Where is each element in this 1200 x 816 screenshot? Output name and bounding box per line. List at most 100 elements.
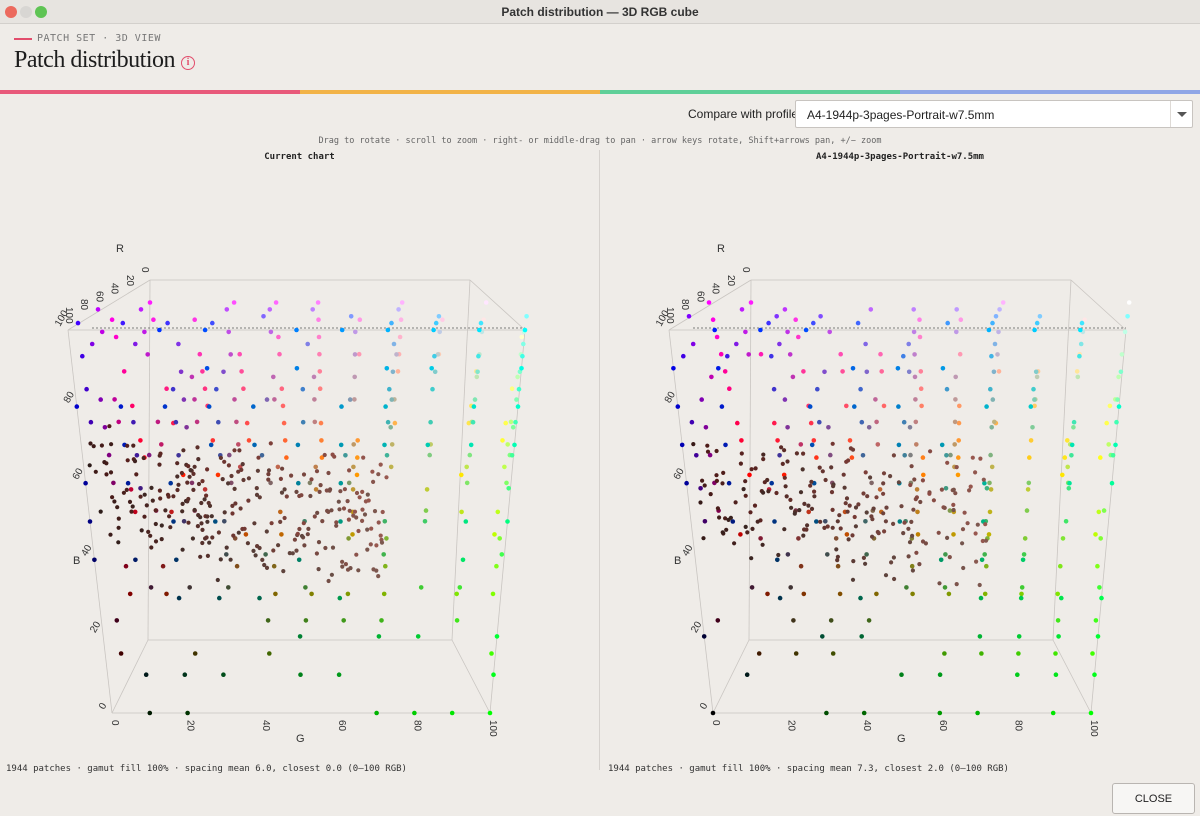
patch-point — [237, 448, 242, 453]
patch-point — [798, 490, 804, 495]
patch-point — [1104, 420, 1109, 426]
patch-point — [698, 486, 703, 491]
patch-point — [464, 480, 470, 486]
patch-point — [738, 461, 743, 466]
patch-point — [776, 552, 781, 558]
patch-point — [376, 634, 382, 639]
patch-point — [356, 568, 361, 573]
patch-point — [256, 455, 261, 460]
patch-point — [849, 455, 855, 460]
patch-point — [164, 386, 169, 391]
patch-point — [675, 404, 681, 409]
patch-point — [1101, 508, 1107, 513]
r-tick-label: 20 — [725, 275, 736, 287]
patch-point — [200, 369, 205, 374]
patch-point — [388, 464, 394, 470]
patch-point — [180, 509, 185, 514]
patch-point — [427, 452, 433, 458]
patch-point — [192, 397, 197, 402]
patch-point — [820, 634, 825, 639]
patch-point — [477, 327, 482, 333]
patch-point — [168, 525, 173, 530]
patch-point — [793, 317, 798, 322]
patch-point — [1026, 480, 1032, 486]
patch-point — [1027, 455, 1032, 460]
patch-point — [284, 494, 289, 499]
patch-point — [859, 419, 865, 425]
patch-point — [891, 453, 896, 458]
patch-point — [389, 320, 394, 326]
patch-point — [519, 334, 525, 340]
patch-point — [317, 369, 323, 374]
patch-point — [743, 524, 748, 529]
cube-edge — [712, 639, 750, 714]
patch-point — [939, 442, 945, 448]
patch-point — [384, 536, 389, 541]
patch-point — [186, 496, 191, 502]
patch-point — [254, 486, 259, 491]
patch-point — [987, 480, 992, 486]
patch-point — [1075, 374, 1081, 380]
patch-point — [184, 425, 189, 430]
accent-segment — [600, 90, 900, 94]
patch-point — [896, 480, 901, 485]
chevron-down-icon[interactable] — [1170, 101, 1192, 127]
patch-point — [459, 509, 464, 515]
patch-point — [186, 520, 191, 525]
patch-point — [879, 369, 884, 374]
patch-point — [368, 542, 373, 547]
patch-point — [850, 577, 856, 582]
compare-profile-select[interactable]: A4-1944p-3pages-Portrait-w7.5mm — [795, 100, 1193, 128]
patch-point — [771, 386, 777, 392]
patch-point — [214, 386, 219, 392]
patch-point — [388, 425, 394, 430]
patch-point — [1092, 672, 1097, 677]
patch-point — [115, 505, 120, 510]
patch-point — [1069, 442, 1075, 448]
patch-point — [176, 453, 181, 458]
cube-edge — [1052, 639, 1092, 714]
info-icon[interactable]: i — [181, 56, 195, 70]
close-window-icon[interactable] — [5, 6, 17, 18]
patch-point — [818, 519, 823, 524]
maximize-window-icon[interactable] — [35, 6, 47, 18]
b-tick-label: 0 — [698, 701, 711, 712]
patch-point — [231, 300, 237, 305]
patch-point — [938, 557, 944, 563]
minimize-window-icon[interactable] — [20, 6, 32, 18]
patch-point — [878, 351, 883, 357]
patch-point — [348, 314, 354, 319]
patch-point — [254, 492, 260, 497]
patch-point — [370, 469, 375, 474]
patch-point — [719, 404, 725, 409]
patch-point — [803, 327, 809, 333]
patch-point — [205, 553, 210, 558]
patch-point — [835, 563, 841, 569]
patch-point — [975, 522, 980, 527]
patch-point — [192, 651, 198, 656]
patch-point — [777, 595, 783, 601]
patch-point — [694, 453, 699, 458]
patch-point — [1095, 634, 1101, 639]
patch-point — [1099, 595, 1104, 601]
patch-point — [973, 470, 978, 475]
close-button[interactable]: CLOSE — [1112, 783, 1195, 814]
patch-point — [216, 530, 221, 535]
patch-point — [170, 386, 176, 392]
patch-point — [514, 397, 519, 402]
patch-point — [355, 438, 361, 443]
patch-point — [262, 562, 267, 568]
patch-point — [734, 341, 739, 347]
g-tick-label: 0 — [109, 720, 120, 726]
g-tick-label: 40 — [260, 720, 271, 732]
breadcrumb-text: PATCH SET · 3D VIEW — [37, 33, 161, 44]
patch-point — [108, 532, 113, 537]
patch-point — [1069, 453, 1074, 458]
patch-point — [1000, 300, 1006, 305]
patch-point — [207, 540, 212, 545]
patch-point — [829, 465, 834, 470]
patch-point — [965, 521, 970, 526]
patch-point — [508, 419, 514, 425]
